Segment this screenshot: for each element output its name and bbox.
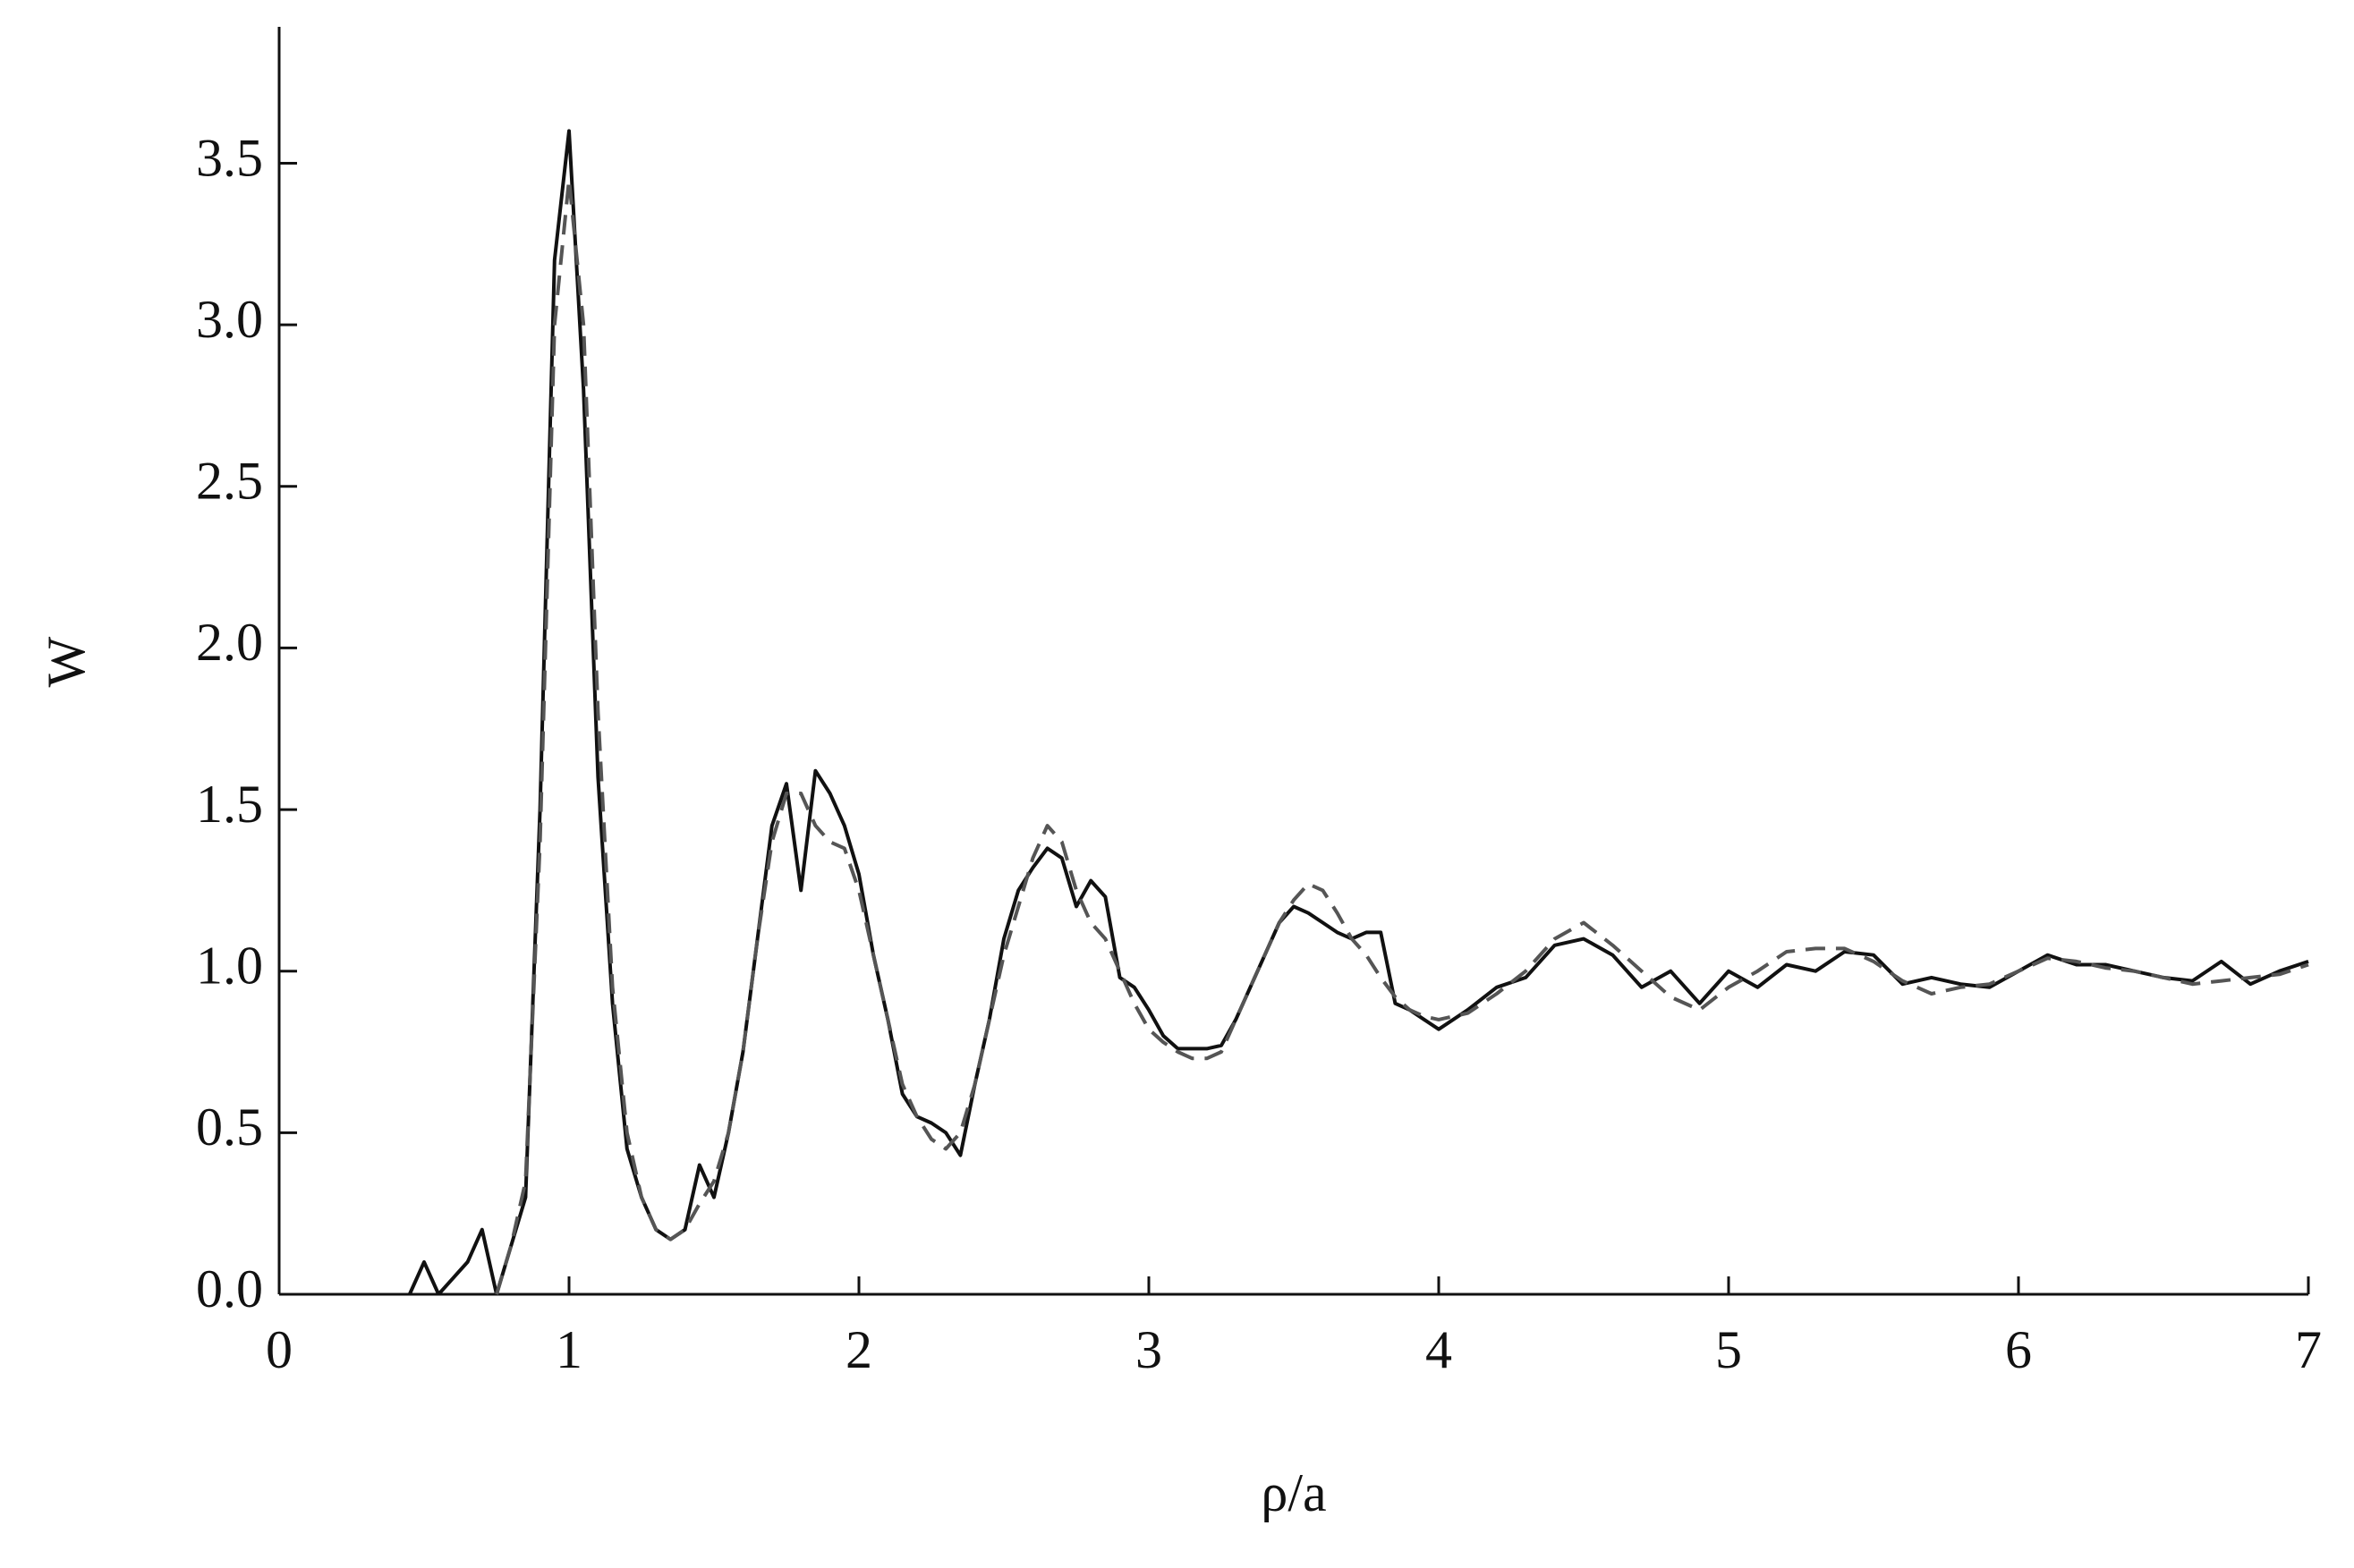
y-tick-label: 0.0: [196, 1259, 263, 1318]
data-line: [495, 177, 2309, 1295]
x-tick-label: 3: [1135, 1320, 1162, 1379]
x-tick-label: 6: [2005, 1320, 2032, 1379]
y-tick-label: 3.5: [196, 128, 263, 187]
x-tick-label: 4: [1425, 1320, 1452, 1379]
data-line: [407, 129, 2309, 1295]
y-tick-label: 1.0: [196, 936, 263, 995]
y-axis-label: W: [37, 636, 96, 687]
x-tick-label: 7: [2295, 1320, 2322, 1379]
x-tick-label: 5: [1715, 1320, 1742, 1379]
y-tick-label: 1.5: [196, 775, 263, 834]
y-tick-label: 2.5: [196, 452, 263, 511]
x-tick-label: 2: [846, 1320, 872, 1379]
x-tick-label: 1: [556, 1320, 582, 1379]
y-tick-label: 0.5: [196, 1098, 263, 1157]
x-tick-label: 0: [266, 1320, 293, 1379]
y-tick-label: 2.0: [196, 613, 263, 672]
y-tick-label: 3.0: [196, 290, 263, 349]
x-axis-label: ρ/a: [1261, 1463, 1326, 1522]
